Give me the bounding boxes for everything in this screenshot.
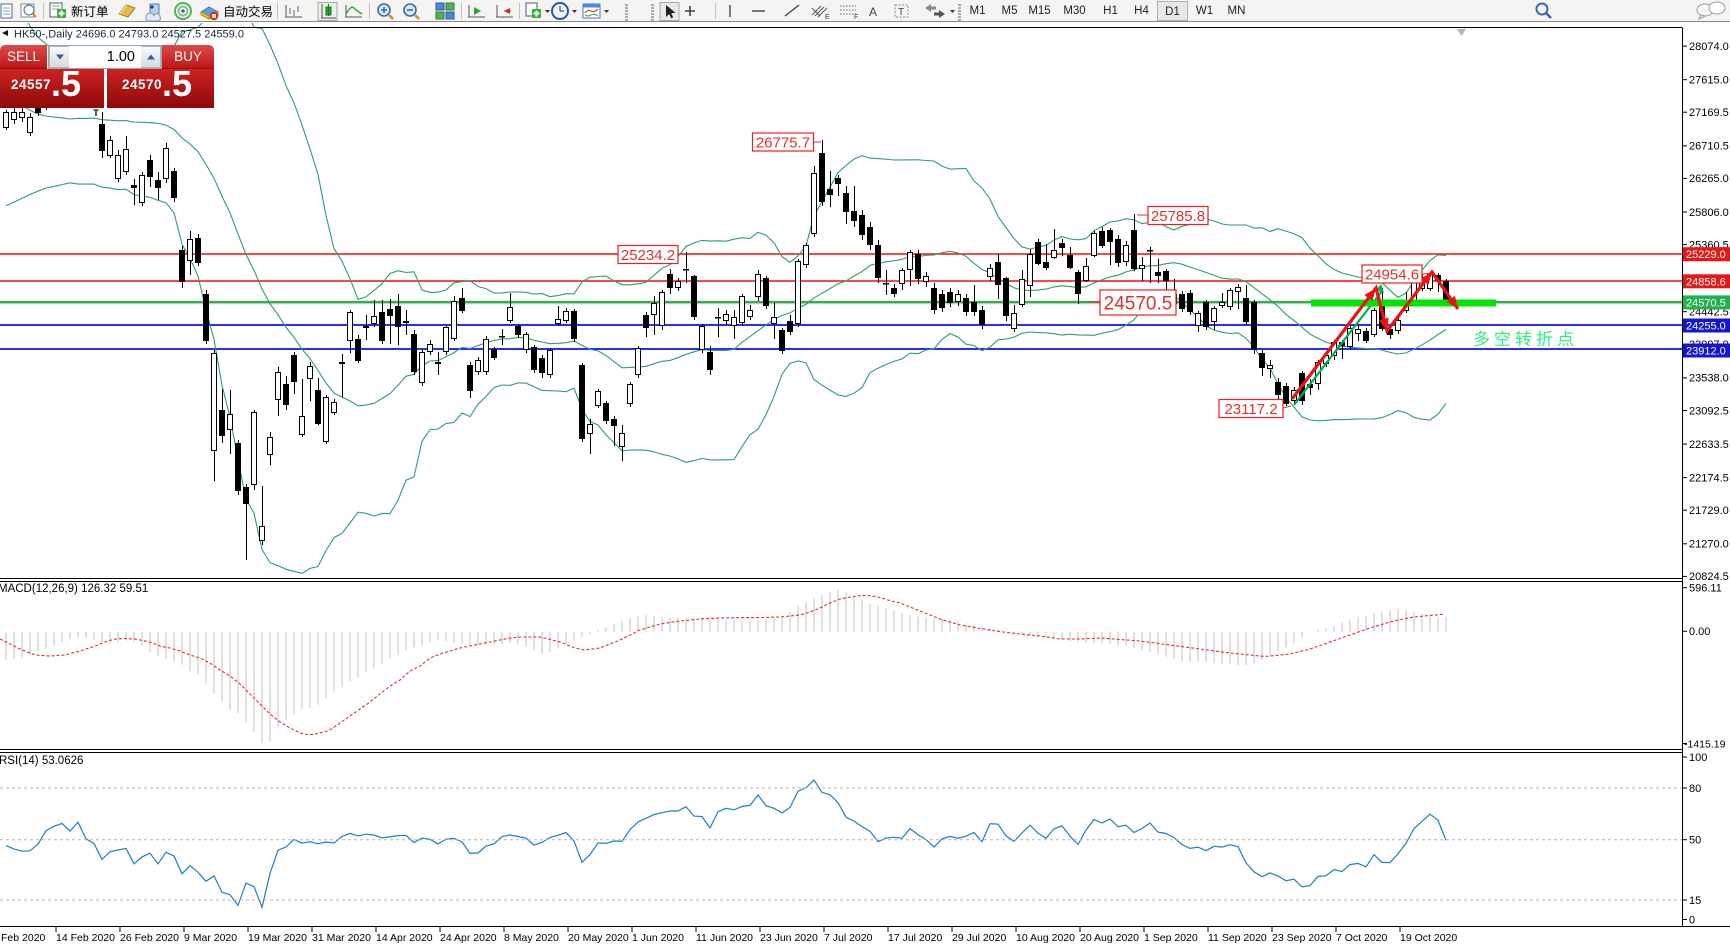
svg-text:24 Apr 2020: 24 Apr 2020 (440, 932, 497, 944)
svg-text:50: 50 (1689, 835, 1701, 847)
svg-text:25806.0: 25806.0 (1689, 207, 1729, 219)
svg-text:11 Jun 2020: 11 Jun 2020 (696, 932, 753, 944)
svg-text:A: A (869, 5, 877, 19)
svg-text:23 Sep 2020: 23 Sep 2020 (1272, 932, 1332, 944)
svg-text:80: 80 (1689, 783, 1701, 795)
svg-text:14 Apr 2020: 14 Apr 2020 (376, 932, 433, 944)
svg-text:11 Sep 2020: 11 Sep 2020 (1208, 932, 1267, 944)
svg-text:26 Feb 2020: 26 Feb 2020 (120, 932, 179, 944)
svg-text:20 Aug 2020: 20 Aug 2020 (1080, 932, 1139, 944)
svg-text:7 Jul 2020: 7 Jul 2020 (824, 932, 873, 944)
svg-text:20 May 2020: 20 May 2020 (568, 932, 629, 944)
svg-text:27169.5: 27169.5 (1689, 107, 1729, 119)
svg-text:1 Sep 2020: 1 Sep 2020 (1144, 932, 1198, 944)
svg-text:596.11: 596.11 (1689, 583, 1722, 595)
svg-text:20824.5: 20824.5 (1689, 571, 1729, 583)
svg-text:24570.5: 24570.5 (1104, 293, 1173, 314)
svg-text:7 Oct 2020: 7 Oct 2020 (1336, 932, 1388, 944)
svg-text:25785.8: 25785.8 (1151, 208, 1205, 225)
svg-text:21270.0: 21270.0 (1689, 539, 1729, 551)
svg-text:8 May 2020: 8 May 2020 (504, 932, 559, 944)
svg-text:9 Mar 2020: 9 Mar 2020 (184, 932, 237, 944)
svg-text:25234.2: 25234.2 (621, 247, 675, 264)
svg-text:23912.0: 23912.0 (1686, 346, 1726, 358)
svg-text:24954.6: 24954.6 (1365, 266, 1419, 283)
svg-text:29 Jul 2020: 29 Jul 2020 (952, 932, 1006, 944)
svg-text:T: T (93, 108, 99, 118)
svg-text:T: T (898, 7, 904, 18)
svg-text:MACD(12,26,9) 126.32 59.51: MACD(12,26,9) 126.32 59.51 (0, 583, 148, 595)
svg-text:E: E (825, 14, 830, 21)
svg-text:26775.7: 26775.7 (756, 134, 810, 151)
svg-text:25229.0: 25229.0 (1686, 249, 1726, 261)
svg-text:23092.5: 23092.5 (1689, 405, 1729, 417)
svg-text:17 Jul 2020: 17 Jul 2020 (888, 932, 942, 944)
svg-text:RSI(14) 53.0626: RSI(14) 53.0626 (0, 755, 83, 767)
svg-text:19 Mar 2020: 19 Mar 2020 (248, 932, 307, 944)
svg-text:24255.0: 24255.0 (1686, 321, 1726, 333)
svg-text:28074.0: 28074.0 (1689, 41, 1729, 53)
svg-text:21729.0: 21729.0 (1689, 505, 1729, 517)
svg-text:15: 15 (1689, 895, 1701, 907)
svg-text:26710.5: 26710.5 (1689, 141, 1729, 153)
svg-text:24442.5: 24442.5 (1689, 307, 1729, 319)
svg-text:26265.0: 26265.0 (1689, 173, 1729, 185)
svg-text:-1415.19: -1415.19 (1684, 738, 1726, 750)
svg-text:27615.0: 27615.0 (1689, 75, 1729, 87)
svg-text:22174.5: 22174.5 (1689, 472, 1729, 484)
svg-text:1 Jun 2020: 1 Jun 2020 (632, 932, 684, 944)
svg-text:0: 0 (1689, 914, 1695, 926)
svg-text:23538.0: 23538.0 (1689, 373, 1729, 385)
svg-text:HK50-,Daily 24696.0 24793.0 2: HK50-,Daily 24696.0 24793.0 24527.5 2455… (14, 29, 244, 41)
svg-text:0.00: 0.00 (1689, 626, 1710, 638)
svg-text:23117.2: 23117.2 (1224, 401, 1277, 418)
svg-text:24858.6: 24858.6 (1686, 276, 1726, 288)
svg-text:10 Aug 2020: 10 Aug 2020 (1016, 932, 1075, 944)
svg-text:F: F (854, 14, 858, 21)
svg-text:22633.5: 22633.5 (1689, 439, 1729, 451)
svg-text:100: 100 (1689, 752, 1707, 764)
svg-text:31 Mar 2020: 31 Mar 2020 (312, 932, 371, 944)
svg-text:19 Oct 2020: 19 Oct 2020 (1400, 932, 1457, 944)
svg-text:24570.5: 24570.5 (1686, 297, 1726, 309)
svg-text:14 Feb 2020: 14 Feb 2020 (56, 932, 115, 944)
svg-text:23 Jun 2020: 23 Jun 2020 (760, 932, 818, 944)
svg-text:Feb 2020: Feb 2020 (1, 932, 46, 944)
